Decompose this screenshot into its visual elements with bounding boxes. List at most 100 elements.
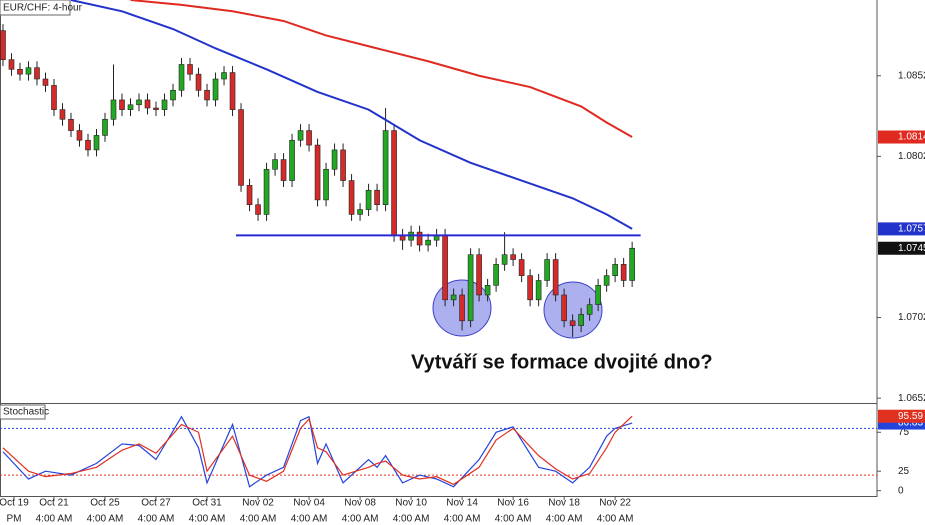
title-box [0,404,46,420]
x-tick-time: 4:00 AM [342,514,379,525]
candle-body [119,99,125,110]
y-tick-label: 0 [898,485,904,496]
x-tick-label: Oct 31 [192,498,222,509]
chart-title: EUR/CHF: 4-hour [3,3,83,14]
candle-body [0,30,6,60]
candle-body [68,118,74,131]
x-tick-label: Nov 16 [497,498,529,509]
candle-body [323,168,329,201]
x-tick-time: PM [7,514,22,525]
candle-body [561,294,567,322]
candle-body [314,144,321,201]
x-tick-label: Nov 02 [242,498,274,509]
candle-body [629,247,635,281]
stochastic-line [2,415,633,486]
candle-body [8,59,15,70]
candle-body [34,67,40,80]
labels: EUR/CHF: 4-hour Stochastic [0,0,83,420]
candle-body [382,130,389,206]
y-tick-label: 1.0852 [898,70,925,81]
candle-body [569,320,576,326]
candle-body [102,118,108,136]
moving-average [70,0,633,230]
x-tick-label: Oct 19 [0,498,29,509]
candle-body [229,72,236,110]
candle-body [187,64,193,75]
y-tick-label: 75 [898,427,910,438]
candle-body [136,99,142,106]
x-tick-time: 4:00 AM [240,514,277,525]
candle-body [280,159,287,181]
moving-average [130,0,633,138]
y-tick-label: 1.0702 [898,312,925,323]
x-tick-label: Oct 25 [90,498,120,509]
stochastic-line [2,415,633,488]
x-tick-label: Nov 22 [599,498,631,509]
candle-body [93,135,100,151]
y-tick-label: 1.0802 [898,151,925,162]
price-tag [878,130,925,144]
candle-body [586,304,593,315]
panel-title: Stochastic [3,407,49,418]
candle-body [76,130,83,141]
candle-body [620,264,627,281]
candle-body [144,99,151,109]
candle-body [246,185,253,206]
candle-body [459,294,465,322]
x-tick-label: Nov 18 [548,498,580,509]
candle-body [425,239,431,246]
price-tag [878,222,925,236]
candle-body [127,104,134,110]
x-tick-label: Nov 04 [293,498,325,509]
candle-body [535,280,542,301]
candle-body [272,159,278,170]
price-tag-label: 1.0814 [898,132,925,143]
candle-body [348,180,355,215]
y-tick-label: 25 [898,466,910,477]
x-tick-time: 4:00 AM [393,514,430,525]
candle-body [450,294,457,301]
candle-body [42,78,49,86]
x-tick-time: 4:00 AM [444,514,481,525]
x-tick-label: Oct 27 [141,498,171,509]
candle-body [161,99,168,110]
x-tick-label: Oct 21 [39,498,69,509]
candle-body [59,109,66,120]
candle-body [212,78,219,101]
candle-body [595,285,601,305]
x-tick-time: 4:00 AM [138,514,175,525]
x-tick-label: Nov 08 [344,498,376,509]
x-tick-time: 4:00 AM [495,514,532,525]
x-tick-label: Nov 14 [446,498,478,509]
candle-body [153,107,159,110]
candle-body [357,209,363,215]
candle-body [263,168,270,215]
candle-body [527,275,533,301]
candle-body [195,73,202,91]
candle-body [416,231,423,246]
candle-body [391,130,397,236]
candle-body [25,67,32,75]
candle-body [552,259,559,296]
candle-body [442,235,448,301]
candle-body [255,204,261,215]
candle-body [340,149,346,181]
x-tick-time: 4:00 AM [597,514,634,525]
x-tick-time: 4:00 AM [87,514,124,525]
candle-body [544,259,550,281]
candle-body [501,254,508,265]
candle-body [306,130,312,146]
candle-body [331,149,338,170]
price-tag [878,241,925,255]
candle-body [204,89,210,101]
candle-body [289,139,295,181]
price-tag-label: 86.83 [898,418,923,429]
candle-body [603,275,610,286]
x-tick-label: Nov 10 [395,498,427,509]
candle-body [374,189,380,206]
candle-body [85,139,91,151]
price-tag-label: 1.0757 [898,224,925,235]
candle-body [578,314,584,326]
